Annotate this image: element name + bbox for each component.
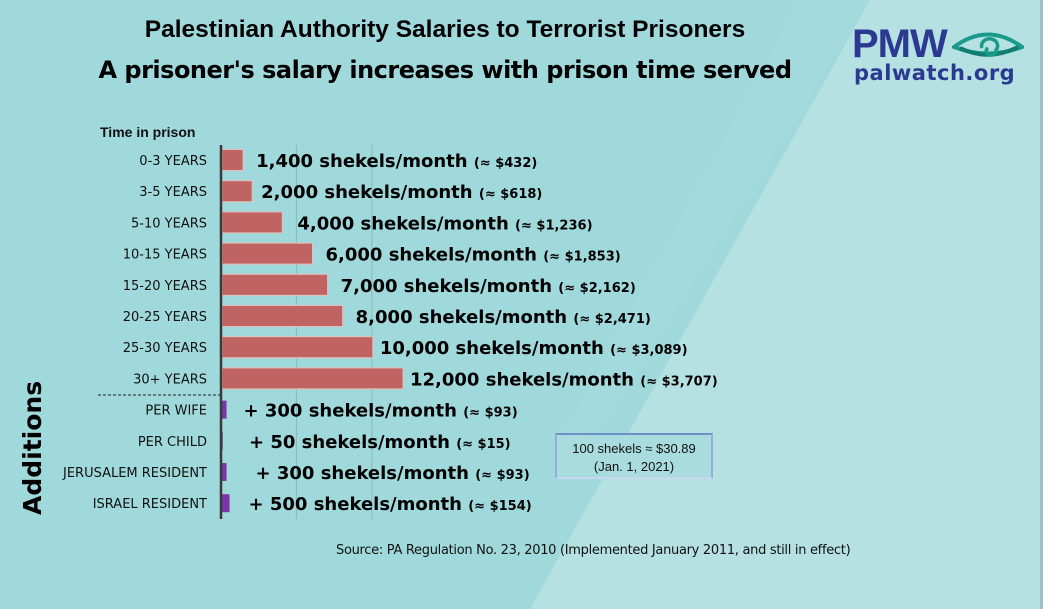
category-label: 20-25 YEARS bbox=[123, 310, 207, 325]
shekel-value: 2,000 shekels/month bbox=[261, 182, 479, 203]
bar bbox=[222, 463, 227, 481]
logo-url: palwatch.org bbox=[854, 61, 1016, 85]
bar bbox=[221, 305, 344, 327]
category-label: 5-10 YEARS bbox=[131, 216, 207, 231]
category-label: 0-3 YEARS bbox=[139, 154, 207, 169]
value-label: + 500 shekels/month (≈ $154) bbox=[249, 494, 532, 515]
value-label: 2,000 shekels/month (≈ $618) bbox=[261, 182, 542, 203]
bar bbox=[222, 494, 230, 513]
value-label: 10,000 shekels/month (≈ $3,089) bbox=[380, 338, 688, 359]
category-label: PER WIFE bbox=[145, 404, 207, 419]
source-note: Source: PA Regulation No. 23, 2010 (Impl… bbox=[336, 543, 851, 558]
exchange-rate-line1: 100 shekels ≈ $30.89 bbox=[572, 441, 696, 456]
shekel-value: 12,000 shekels/month bbox=[410, 369, 640, 390]
bar bbox=[221, 367, 404, 390]
shekel-value: + 50 shekels/month bbox=[249, 432, 456, 453]
shekel-value: 7,000 shekels/month bbox=[341, 276, 559, 297]
logo-brand: PMW bbox=[852, 22, 948, 66]
bar bbox=[221, 149, 244, 171]
category-label: ISRAEL RESIDENT bbox=[93, 497, 207, 512]
shekel-value: 8,000 shekels/month bbox=[356, 307, 574, 328]
value-label: 7,000 shekels/month (≈ $2,162) bbox=[341, 276, 636, 297]
bar bbox=[221, 242, 313, 265]
shekel-value: + 500 shekels/month bbox=[249, 494, 469, 515]
shekel-value: + 300 shekels/month bbox=[244, 401, 464, 422]
right-border bbox=[1040, 0, 1043, 609]
exchange-rate-note: 100 shekels ≈ $30.89 (Jan. 1, 2021) bbox=[555, 433, 713, 479]
shekel-value: 10,000 shekels/month bbox=[380, 338, 610, 359]
category-label: 30+ YEARS bbox=[133, 372, 207, 387]
chart-title: Palestinian Authority Salaries to Terror… bbox=[144, 16, 746, 43]
value-label: 8,000 shekels/month (≈ $2,471) bbox=[356, 307, 651, 328]
shekel-value: + 300 shekels/month bbox=[256, 463, 476, 484]
value-label: 4,000 shekels/month (≈ $1,236) bbox=[297, 213, 592, 234]
shekel-value: 6,000 shekels/month bbox=[326, 245, 544, 266]
usd-value: (≈ $154) bbox=[468, 499, 531, 514]
value-label: 12,000 shekels/month (≈ $3,707) bbox=[410, 369, 718, 390]
usd-value: (≈ $2,162) bbox=[558, 281, 635, 296]
usd-value: (≈ $3,089) bbox=[610, 343, 687, 358]
category-label: JERUSALEM RESIDENT bbox=[62, 466, 207, 481]
category-label: 3-5 YEARS bbox=[139, 185, 207, 200]
bar bbox=[221, 211, 283, 234]
usd-value: (≈ $1,853) bbox=[543, 250, 620, 265]
bar bbox=[222, 400, 227, 419]
usd-value: (≈ $618) bbox=[479, 187, 542, 202]
value-label: + 300 shekels/month (≈ $93) bbox=[244, 401, 518, 422]
shekel-value: 4,000 shekels/month bbox=[297, 213, 515, 234]
eye-icon bbox=[952, 32, 1024, 57]
category-label: 10-15 YEARS bbox=[123, 248, 207, 263]
shekel-value: 1,400 shekels/month bbox=[256, 151, 474, 172]
bar bbox=[221, 180, 253, 203]
usd-value: (≈ $15) bbox=[456, 437, 510, 452]
usd-value: (≈ $93) bbox=[463, 406, 517, 421]
usd-value: (≈ $1,236) bbox=[515, 218, 592, 233]
value-label: + 50 shekels/month (≈ $15) bbox=[249, 432, 511, 453]
usd-value: (≈ $432) bbox=[474, 156, 537, 171]
pmw-logo: PMW palwatch.org bbox=[852, 22, 1027, 88]
value-label: 6,000 shekels/month (≈ $1,853) bbox=[326, 245, 621, 266]
value-label: 1,400 shekels/month (≈ $432) bbox=[256, 151, 537, 172]
bar bbox=[221, 336, 374, 359]
exchange-rate-line2: (Jan. 1, 2021) bbox=[593, 459, 675, 474]
usd-value: (≈ $2,471) bbox=[573, 312, 650, 327]
category-label: 25-30 YEARS bbox=[123, 341, 207, 356]
category-label: 15-20 YEARS bbox=[123, 279, 207, 294]
bar bbox=[221, 273, 329, 296]
chart-subtitle: A prisoner's salary increases with priso… bbox=[98, 56, 792, 84]
value-label: + 300 shekels/month (≈ $93) bbox=[256, 463, 530, 484]
category-label: PER CHILD bbox=[138, 435, 207, 450]
usd-value: (≈ $3,707) bbox=[640, 374, 717, 389]
bar bbox=[222, 431, 223, 450]
usd-value: (≈ $93) bbox=[475, 468, 529, 483]
axis-title: Time in prison bbox=[100, 124, 196, 140]
